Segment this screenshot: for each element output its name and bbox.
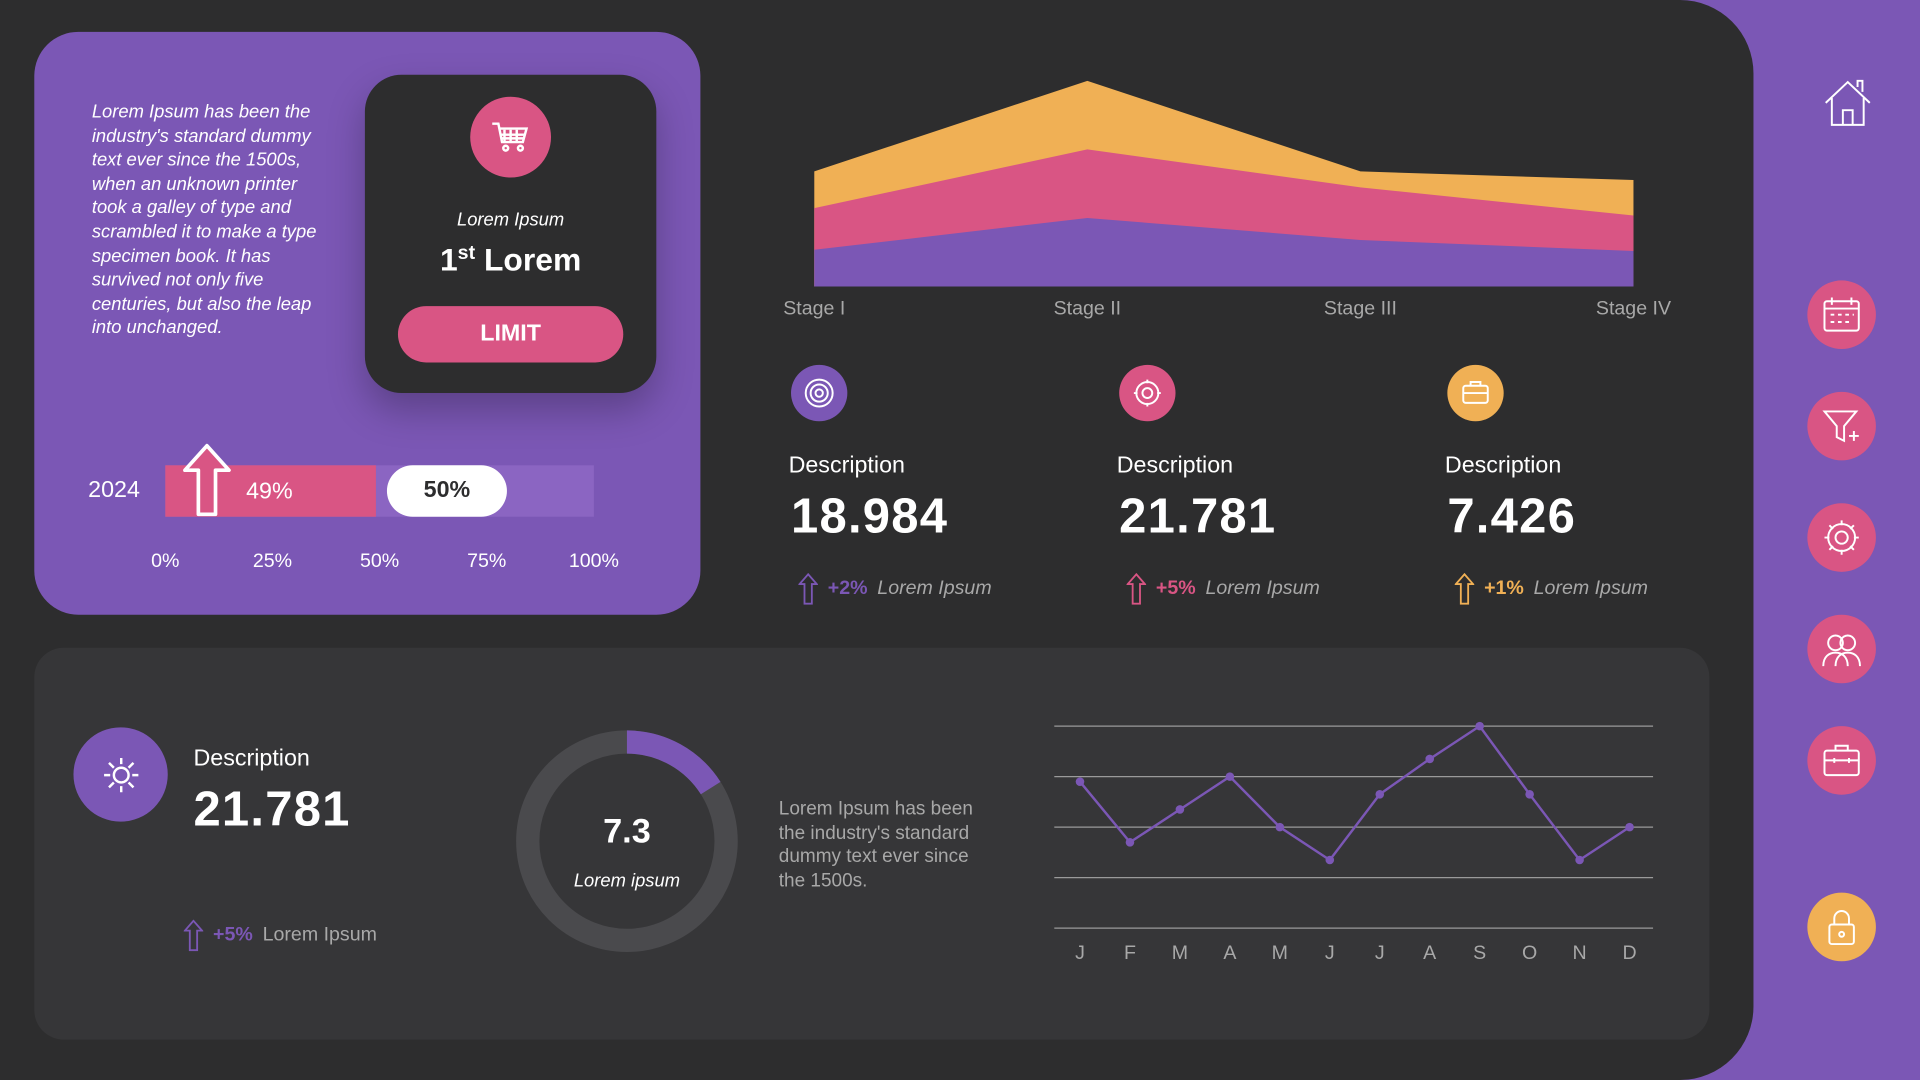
line-point xyxy=(1125,838,1135,847)
line-point xyxy=(1575,855,1584,865)
stage-label: Stage III xyxy=(1323,298,1397,320)
arrow-up-icon xyxy=(1126,573,1147,605)
briefcase-icon xyxy=(1447,364,1504,422)
line-series xyxy=(1079,724,1631,862)
limit-button[interactable]: LIMIT xyxy=(397,306,624,363)
progress-tick: 50% xyxy=(359,551,400,572)
line-point xyxy=(1275,822,1285,832)
progress-year: 2024 xyxy=(88,477,140,504)
stage-label: Stage IV xyxy=(1595,298,1672,320)
month-label: J xyxy=(1375,942,1385,964)
change-label: Lorem Ipsum xyxy=(262,924,377,946)
change-value: +5% xyxy=(1155,577,1196,599)
bottom-text: Lorem Ipsum has been the industry's stan… xyxy=(778,798,973,892)
rank-card: Lorem Ipsum 1st Lorem LIMIT xyxy=(364,74,657,394)
month-label: M xyxy=(1272,942,1288,964)
month-label: F xyxy=(1124,942,1136,964)
bottom-value: 21.781 xyxy=(193,782,351,837)
month-label: A xyxy=(1423,942,1437,964)
gear-icon xyxy=(73,727,168,822)
arrow-up-icon xyxy=(183,919,204,952)
kpi-card: Description 21.781 +5% Lorem Ipsum xyxy=(1117,364,1413,605)
bottom-panel: Description 21.781 +5% Lorem Ipsum 7.3 L… xyxy=(34,647,1710,1040)
donut-value: 7.3 xyxy=(603,811,651,850)
kpi-label: Description xyxy=(1116,453,1234,479)
rank-title: 1st Lorem xyxy=(365,241,656,279)
line-point xyxy=(1475,721,1484,731)
sidebar-funnel-icon[interactable] xyxy=(1807,391,1876,461)
arrow-up-icon xyxy=(1454,573,1475,605)
line-point xyxy=(1175,805,1185,814)
line-point xyxy=(1625,822,1634,832)
area-series-1 xyxy=(814,217,1634,287)
sidebar-calendar-icon[interactable] xyxy=(1807,280,1876,349)
sidebar-lock-icon[interactable] xyxy=(1807,892,1876,962)
line-point xyxy=(1325,855,1335,865)
sidebar-gear-icon[interactable] xyxy=(1807,503,1876,572)
area-chart xyxy=(814,80,1634,287)
line-point xyxy=(1375,790,1385,799)
rank-word: Lorem xyxy=(483,241,582,278)
intro-text: Lorem Ipsum has been the industry's stan… xyxy=(91,101,317,339)
kpi-value: 21.781 xyxy=(1119,489,1277,544)
kpi-label: Description xyxy=(788,453,905,479)
kpi-change: +5% Lorem Ipsum xyxy=(1126,573,1320,605)
rank-suffix: st xyxy=(457,242,476,264)
arrow-up-icon xyxy=(798,573,818,605)
sidebar-briefcase-icon[interactable] xyxy=(1807,726,1876,795)
month-label: M xyxy=(1172,942,1188,964)
arrow-up-icon xyxy=(183,443,231,517)
sidebar-home-icon[interactable] xyxy=(1813,69,1882,138)
kpi-label: Description xyxy=(1444,453,1562,479)
change-value: +2% xyxy=(827,577,868,599)
kpi-card: Description 18.984 +2% Lorem Ipsum xyxy=(789,364,1085,605)
progress-tick: 25% xyxy=(252,551,293,572)
line-point xyxy=(1425,754,1435,764)
donut-caption: Lorem ipsum xyxy=(573,870,681,892)
month-label: S xyxy=(1473,942,1486,964)
donut-chart xyxy=(516,730,738,953)
change-label: Lorem Ipsum xyxy=(1533,577,1648,599)
month-label: N xyxy=(1573,942,1587,964)
change-label: Lorem Ipsum xyxy=(1205,577,1320,599)
line-point xyxy=(1525,790,1534,799)
progress-marker[interactable]: 50% xyxy=(386,465,507,517)
progress-tick: 100% xyxy=(568,551,619,572)
month-label: O xyxy=(1522,942,1537,964)
month-label: J xyxy=(1325,942,1335,964)
kpi-value: 18.984 xyxy=(791,489,949,544)
stage-label: Stage II xyxy=(1053,298,1122,320)
month-label: A xyxy=(1223,942,1237,964)
change-value: +1% xyxy=(1484,577,1524,599)
month-label: J xyxy=(1075,942,1085,964)
kpi-card: Description 7.426 +1% Lorem Ipsum xyxy=(1445,364,1741,605)
donut-arc xyxy=(626,730,721,795)
kpi-value: 7.426 xyxy=(1447,489,1577,544)
line-point xyxy=(1075,777,1085,786)
stage-label: Stage I xyxy=(783,298,846,320)
bottom-description: Description xyxy=(193,745,310,772)
progress-tick: 0% xyxy=(151,551,180,572)
kpi-change: +2% Lorem Ipsum xyxy=(798,573,992,605)
target-icon xyxy=(791,364,848,422)
cart-icon xyxy=(470,96,552,178)
line-point xyxy=(1225,772,1235,781)
change-value: +5% xyxy=(213,924,253,946)
month-label: D xyxy=(1622,942,1636,964)
gear-icon xyxy=(1119,364,1176,422)
progress-bar: 49% 50% xyxy=(165,443,594,517)
kpi-change: +1% Lorem Ipsum xyxy=(1454,573,1648,605)
rank-subtitle: Lorem Ipsum xyxy=(457,209,565,231)
progress-label: 49% xyxy=(246,478,293,505)
bottom-change: +5% Lorem Ipsum xyxy=(183,919,377,952)
progress-tick: 75% xyxy=(467,551,507,572)
rank-number: 1 xyxy=(439,241,458,278)
sidebar-users-icon[interactable] xyxy=(1807,614,1876,684)
change-label: Lorem Ipsum xyxy=(877,577,992,599)
